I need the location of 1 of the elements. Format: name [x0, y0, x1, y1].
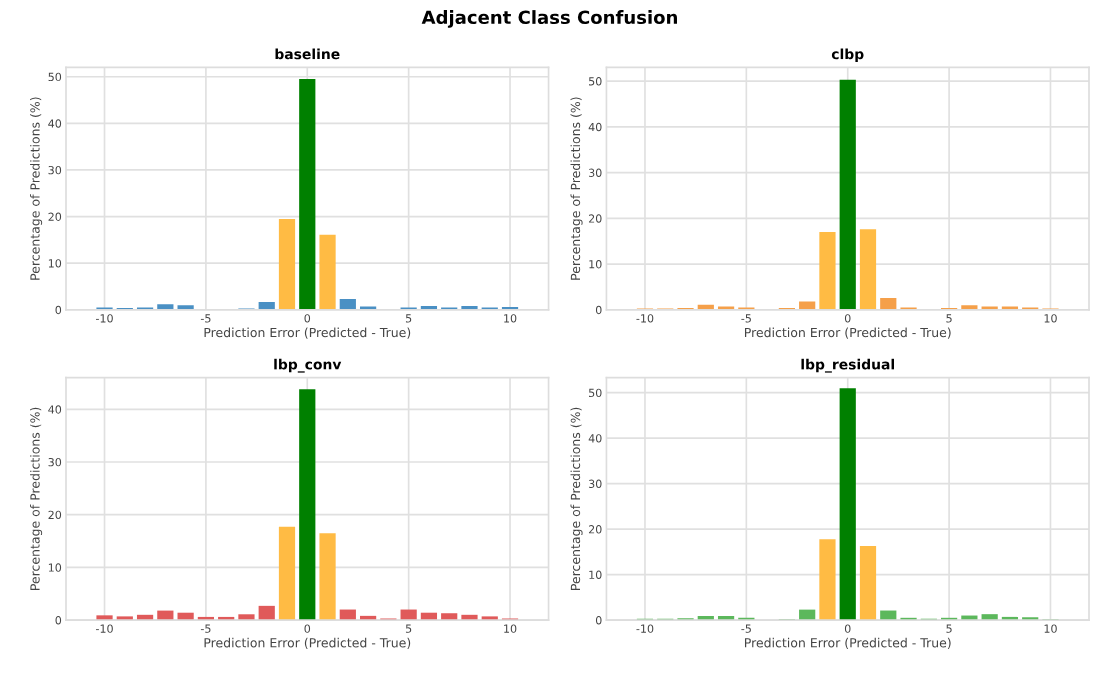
text: Adjacent Class Confusion [421, 10, 677, 28]
